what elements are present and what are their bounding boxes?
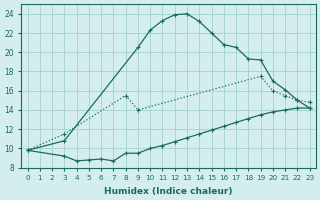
X-axis label: Humidex (Indice chaleur): Humidex (Indice chaleur): [104, 187, 233, 196]
